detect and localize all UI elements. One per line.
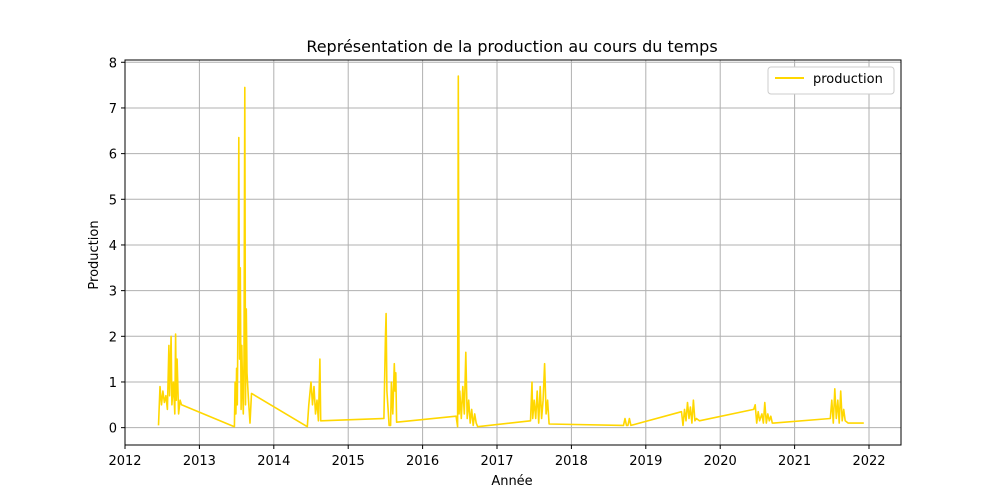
x-tick-label: 2016: [406, 454, 439, 469]
x-tick-label: 2019: [629, 454, 662, 469]
x-tick-label: 2021: [778, 454, 811, 469]
x-tick-label: 2015: [332, 454, 365, 469]
series-layer: [157, 75, 864, 428]
y-tick-label: 3: [109, 285, 117, 300]
x-tick-label: 2014: [257, 454, 290, 469]
x-axis-label: Année: [491, 474, 532, 489]
y-tick-label: 1: [109, 376, 117, 391]
y-axis-label: Production: [87, 220, 102, 289]
y-tick-label: 5: [109, 193, 117, 208]
chart-title: Représentation de la production au cours…: [306, 37, 717, 56]
legend-box: [767, 66, 895, 95]
y-tick-label: 2: [109, 330, 117, 345]
x-tick-label: 2012: [108, 454, 141, 469]
grid: [124, 60, 901, 445]
x-tick-label: 2022: [852, 454, 885, 469]
y-tick-label: 4: [109, 239, 117, 254]
y-tick-label: 6: [109, 148, 117, 163]
series-line-production: [157, 75, 864, 428]
x-tick-label: 2013: [183, 454, 216, 469]
x-tick-label: 2017: [480, 454, 513, 469]
y-tick-label: 7: [109, 102, 117, 117]
y-tick-label: 0: [109, 422, 117, 437]
y-axis-ticks: 0 1 2 3 4 5 6 7 8: [109, 56, 125, 437]
legend-label: production: [813, 72, 883, 87]
legend: production: [767, 66, 895, 95]
plot-area-frame: [124, 59, 902, 446]
x-tick-label: 2020: [704, 454, 737, 469]
x-axis-ticks: 2012 2013 2014 2015 2016 2017 2018 2019 2020 2021…: [108, 445, 886, 469]
x-tick-label: 2018: [555, 454, 588, 469]
y-tick-label: 8: [109, 56, 117, 71]
